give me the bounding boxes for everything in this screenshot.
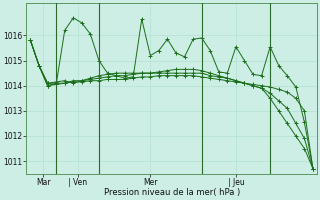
X-axis label: Pression niveau de la mer( hPa ): Pression niveau de la mer( hPa ) <box>104 188 240 197</box>
